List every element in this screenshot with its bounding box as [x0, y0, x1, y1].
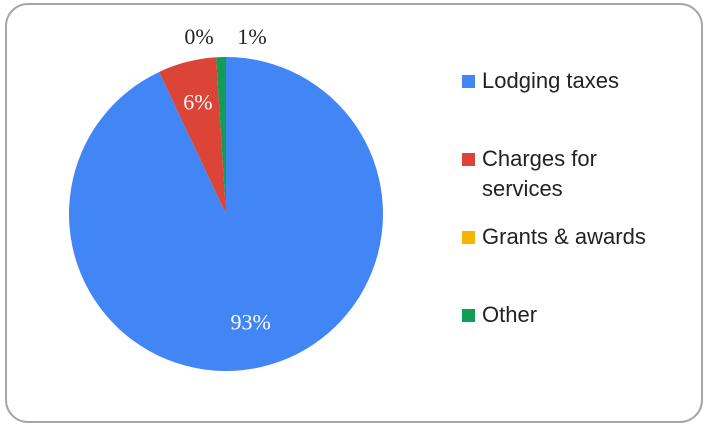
pie-slice — [68, 57, 383, 372]
legend-swatch — [462, 153, 475, 166]
legend-label: Lodging taxes — [482, 68, 619, 93]
slice-label: 93% — [230, 309, 270, 334]
pie-slice — [159, 57, 226, 215]
legend-item: Other — [462, 300, 652, 330]
pie-slice — [216, 57, 226, 214]
legend-swatch — [462, 309, 475, 322]
slice-label: 6% — [183, 90, 212, 115]
legend-swatch — [462, 75, 475, 88]
legend-item: Charges for services — [462, 144, 652, 204]
legend-label: Grants & awards — [482, 224, 646, 249]
legend-label: Charges for services — [482, 146, 597, 201]
slice-label: 1% — [237, 24, 266, 49]
legend-swatch — [462, 231, 475, 244]
legend-label: Other — [482, 302, 538, 327]
legend-item: Grants & awards — [462, 222, 652, 252]
legend-item: Lodging taxes — [462, 66, 652, 96]
slice-label: 0% — [184, 24, 213, 49]
